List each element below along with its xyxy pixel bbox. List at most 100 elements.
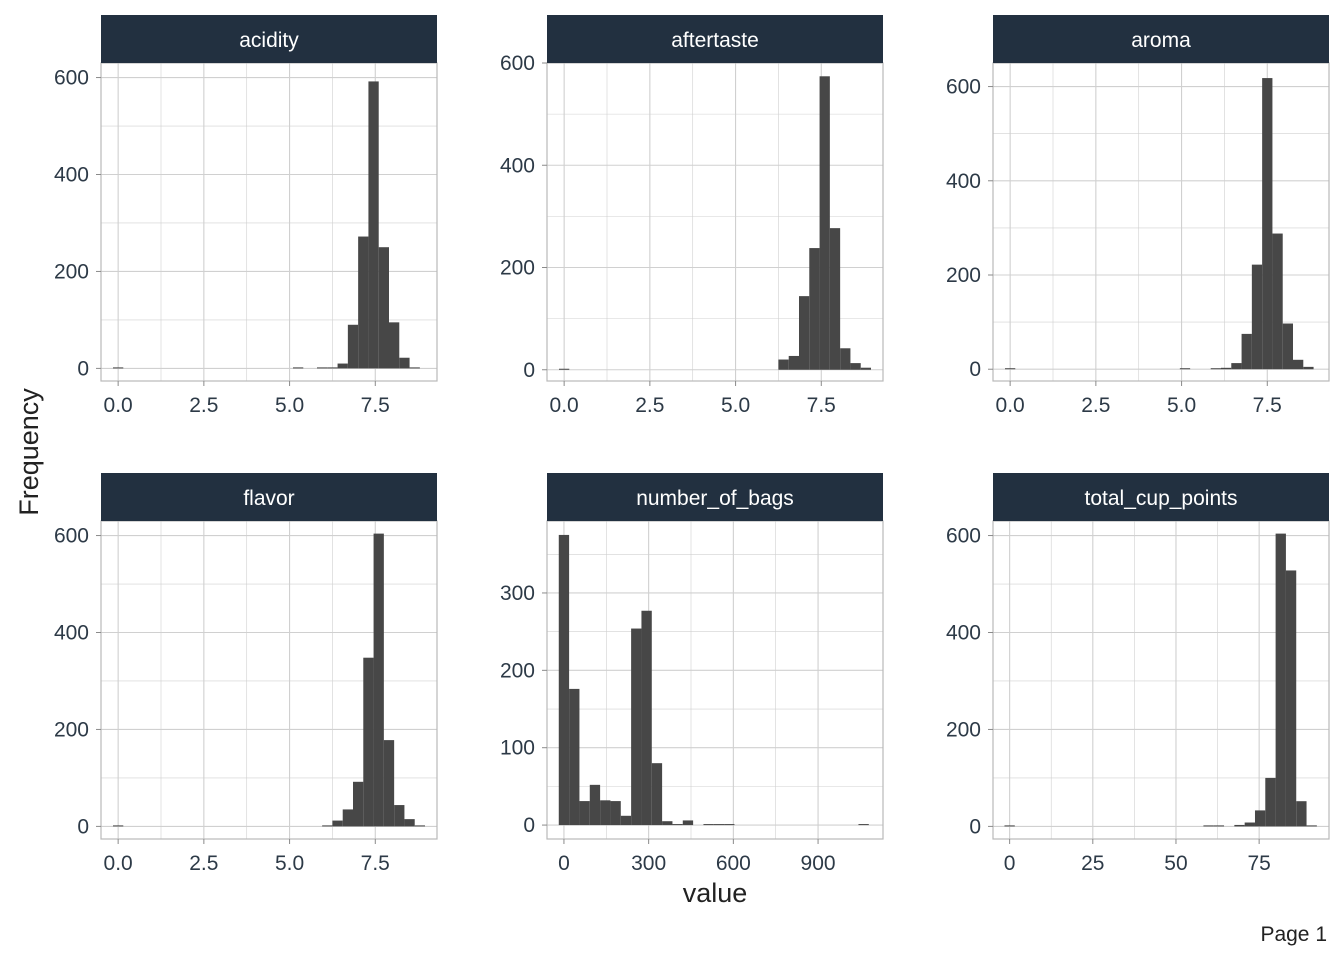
y-tick-label: 600	[500, 52, 535, 75]
histogram-bar	[322, 825, 333, 827]
histogram-bar	[1303, 366, 1314, 370]
histogram-bar	[113, 367, 124, 369]
histogram-bar	[383, 740, 395, 827]
y-tick-label: 600	[946, 76, 981, 99]
y-tick-label: 0	[523, 814, 535, 837]
x-tick-label: 7.5	[361, 852, 390, 875]
x-tick-label: 0.0	[104, 394, 133, 417]
histogram-bar	[703, 824, 714, 826]
y-tick-label: 400	[946, 170, 981, 193]
histogram-bar	[1213, 825, 1225, 827]
x-tick-label: 2.5	[189, 394, 218, 417]
facet-strip	[101, 15, 437, 63]
y-tick-label: 0	[969, 358, 981, 381]
x-tick-label: 7.5	[361, 394, 390, 417]
y-tick-label: 300	[500, 582, 535, 605]
histogram-bar	[373, 533, 384, 827]
x-tick-label: 0.0	[550, 394, 579, 417]
x-tick-label: 25	[1081, 852, 1104, 875]
facet-strip-label: acidity	[239, 29, 299, 52]
histogram-bar	[713, 824, 725, 826]
histogram-bar	[353, 781, 364, 827]
facet-strip	[993, 15, 1329, 63]
facet-strip-label: aftertaste	[671, 29, 759, 52]
y-tick-label: 600	[946, 525, 981, 548]
histogram-bar	[1231, 363, 1242, 370]
histogram-bar	[1296, 801, 1307, 827]
histogram-bar	[610, 801, 621, 826]
histogram-bar	[337, 363, 348, 369]
histogram-bar	[332, 820, 343, 827]
y-tick-label: 0	[77, 357, 89, 380]
histogram-bar	[1306, 825, 1317, 827]
panel-aftertaste: aftertaste 0.0 2.5 5.0 7.5 0 200 400 600	[500, 15, 884, 417]
histogram-bar	[829, 228, 841, 370]
page-label: Page 1	[1260, 923, 1327, 946]
facet-strip	[101, 473, 437, 521]
x-tick-label: 5.0	[721, 394, 750, 417]
y-tick-label: 200	[500, 659, 535, 682]
x-tick-label: 50	[1164, 852, 1187, 875]
histogram-bar	[1241, 333, 1252, 370]
y-tick-label: 400	[54, 621, 89, 644]
histogram-bar	[317, 367, 328, 369]
x-tick-label: 7.5	[1253, 394, 1282, 417]
y-tick-label: 200	[54, 718, 89, 741]
histogram-bar	[579, 801, 590, 826]
histogram-bar	[358, 236, 369, 369]
y-tick-label: 200	[54, 260, 89, 283]
histogram-bar	[389, 322, 400, 369]
x-tick-label: 75	[1247, 852, 1270, 875]
y-tick-label: 400	[946, 621, 981, 644]
histogram-bar	[1005, 368, 1016, 370]
x-tick-label: 2.5	[189, 852, 218, 875]
histogram-bar	[620, 815, 632, 826]
panels: acidity 0.0 2.5 5.0 7.5 0 200 400 600 aftertaste 0…	[54, 15, 1330, 875]
histogram-bar	[682, 820, 694, 826]
histogram-bar	[409, 367, 420, 369]
facet-strip-label: aroma	[1131, 29, 1191, 52]
facet-strip-label: flavor	[243, 487, 294, 510]
histogram-bar	[559, 368, 570, 370]
facet-strip	[547, 473, 883, 521]
histogram-bar	[589, 784, 601, 826]
y-tick-label: 100	[500, 737, 535, 760]
histogram-bar	[1262, 78, 1273, 370]
histogram-bar	[1234, 824, 1245, 827]
histogram-bar	[809, 248, 820, 370]
x-tick-label: 5.0	[275, 852, 304, 875]
x-tick-label: 0.0	[996, 394, 1025, 417]
histogram-bar	[724, 824, 735, 826]
histogram-bar	[651, 763, 663, 826]
histogram-bar	[1293, 359, 1304, 370]
histogram-bar	[672, 824, 683, 826]
x-tick-label: 5.0	[1167, 394, 1196, 417]
histogram-bar	[327, 367, 338, 369]
histogram-bar	[1179, 368, 1191, 370]
histogram-bar	[1221, 367, 1232, 370]
histogram-bar	[631, 628, 642, 826]
panel-flavor: flavor 0.0 2.5 5.0 7.5 0 200 400 600	[54, 473, 438, 875]
panel-aroma: aroma 0.0 2.5 5.0 7.5 0 200 400 600	[946, 15, 1330, 417]
panel-total-cup-points: total_cup_points 0 25 50 75 0 200 400 600	[946, 473, 1330, 875]
facet-strip	[547, 15, 883, 63]
histogram-bar	[558, 534, 570, 826]
x-tick-label: 0	[1004, 852, 1016, 875]
y-tick-label: 600	[54, 525, 89, 548]
histogram-bar	[1254, 810, 1266, 827]
histogram-bar	[342, 809, 353, 827]
facet-strip-label: number_of_bags	[636, 487, 794, 510]
panel-number-of-bags: number_of_bags 0 300 600 900 0 100 200 300	[500, 473, 884, 875]
histogram-bar	[850, 363, 861, 370]
x-tick-label: 2.5	[635, 394, 664, 417]
histogram-bar	[404, 819, 415, 827]
y-tick-label: 200	[946, 718, 981, 741]
histogram-bar	[860, 367, 871, 370]
x-tick-label: 300	[631, 852, 666, 875]
x-axis-title: value	[683, 878, 748, 908]
y-axis-title: Frequency	[14, 388, 44, 516]
histogram-bar	[662, 821, 673, 826]
panel-acidity: acidity 0.0 2.5 5.0 7.5 0 200 400 600	[54, 15, 438, 417]
histogram-bar	[394, 805, 405, 827]
